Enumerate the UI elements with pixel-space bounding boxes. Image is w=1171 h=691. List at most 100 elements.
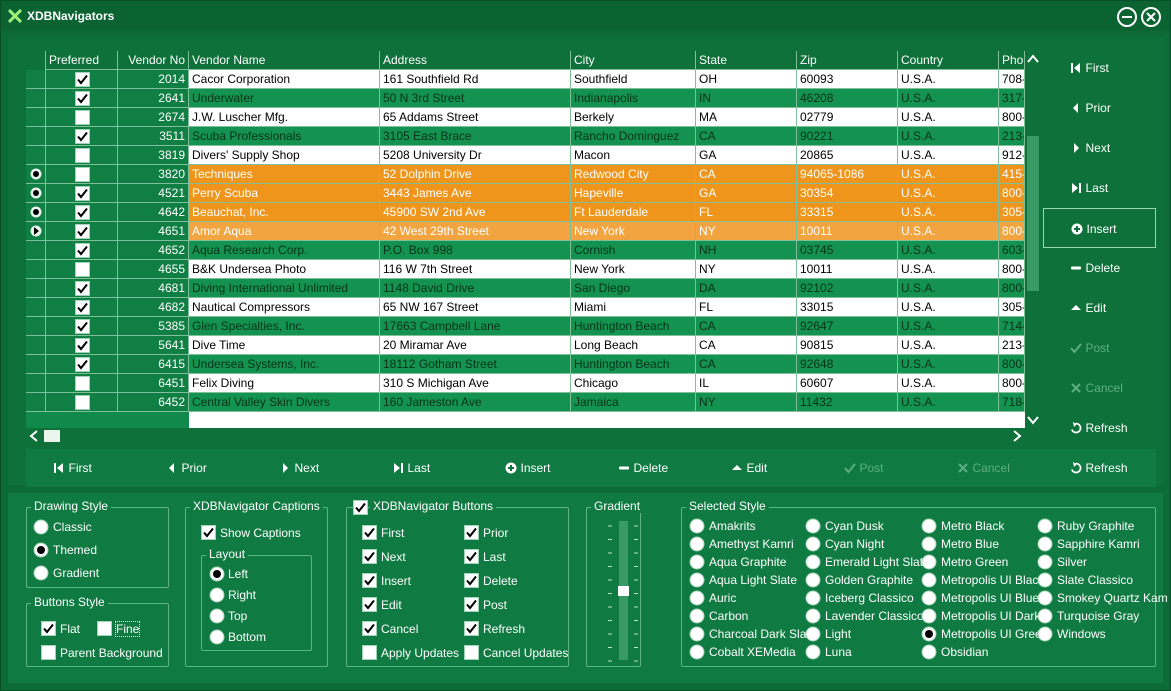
nav-button[interactable]: Edit (1043, 288, 1156, 328)
radio-button[interactable] (689, 608, 705, 624)
radio-button[interactable] (209, 587, 225, 603)
option-label[interactable]: Metropolis UI Black (941, 573, 1045, 587)
option-label[interactable]: Prior (483, 526, 509, 540)
option-label[interactable]: Emerald Light Slate (825, 555, 930, 569)
nav-button[interactable]: Prior (1043, 88, 1156, 128)
radio-button[interactable] (921, 554, 937, 570)
option-label[interactable]: Show Captions (220, 526, 301, 540)
checkbox[interactable] (41, 621, 56, 636)
checkbox[interactable] (75, 395, 90, 410)
nav-button[interactable]: Delete (591, 449, 704, 487)
checkbox[interactable] (75, 338, 90, 353)
option-label[interactable]: Aqua Graphite (709, 555, 787, 569)
checkbox[interactable] (362, 597, 377, 612)
option-label[interactable]: Charcoal Dark Slate (709, 627, 817, 641)
radio-button[interactable] (921, 572, 937, 588)
checkbox[interactable] (201, 525, 216, 540)
option-label[interactable]: Refresh (483, 622, 526, 636)
nav-button[interactable]: Last (1043, 168, 1156, 208)
option-label[interactable]: Light (825, 627, 852, 641)
nav-button[interactable]: Edit (704, 449, 817, 487)
vertical-scrollbar[interactable] (1025, 51, 1041, 428)
radio-button[interactable] (209, 629, 225, 645)
option-label[interactable]: Bottom (228, 630, 267, 644)
nav-button[interactable]: Last (365, 449, 478, 487)
option-label[interactable]: Top (228, 609, 248, 623)
radio-button[interactable] (689, 518, 705, 534)
option-label[interactable]: Amethyst Kamri (709, 537, 794, 551)
checkbox[interactable] (75, 148, 90, 163)
radio-button[interactable] (1037, 590, 1053, 606)
nav-button[interactable]: Delete (1043, 248, 1156, 288)
option-label[interactable]: Metro Blue (941, 537, 1000, 551)
nav-button[interactable]: Next (252, 449, 365, 487)
radio-button[interactable] (805, 644, 821, 660)
option-label[interactable]: Post (483, 598, 508, 612)
option-label[interactable]: Right (228, 588, 257, 602)
option-label[interactable]: Metro Green (941, 555, 1009, 569)
checkbox[interactable] (75, 319, 90, 334)
radio-button[interactable] (33, 542, 49, 558)
radio-button[interactable] (689, 590, 705, 606)
option-label[interactable]: Cyan Night (825, 537, 885, 551)
radio-button[interactable] (689, 626, 705, 642)
option-label[interactable]: Gradient (53, 566, 100, 580)
option-label[interactable]: Cobalt XEMedia (709, 645, 796, 659)
option-label[interactable]: Fine (114, 621, 141, 637)
option-label[interactable]: Cyan Dusk (825, 519, 884, 533)
radio-button[interactable] (921, 626, 937, 642)
checkbox[interactable] (97, 621, 112, 636)
checkbox[interactable] (75, 224, 90, 239)
radio-button[interactable] (1037, 572, 1053, 588)
radio-button[interactable] (689, 572, 705, 588)
checkbox[interactable] (362, 645, 377, 660)
checkbox[interactable] (362, 621, 377, 636)
option-label[interactable]: Metropolis UI Green (941, 627, 1049, 641)
option-label[interactable]: Aqua Light Slate (709, 573, 798, 587)
checkbox[interactable] (75, 129, 90, 144)
radio-button[interactable] (209, 608, 225, 624)
checkbox[interactable] (464, 549, 479, 564)
option-label[interactable]: Parent Background (60, 646, 163, 660)
checkbox[interactable] (464, 597, 479, 612)
radio-button[interactable] (805, 554, 821, 570)
option-label[interactable]: Ruby Graphite (1057, 519, 1135, 533)
radio-button[interactable] (1037, 626, 1053, 642)
option-label[interactable]: Silver (1057, 555, 1088, 569)
option-label[interactable]: Amakrits (709, 519, 756, 533)
radio-button[interactable] (1037, 518, 1053, 534)
option-label[interactable]: Themed (53, 543, 98, 557)
option-label[interactable]: Cancel Updates (483, 646, 569, 660)
radio-button[interactable] (805, 572, 821, 588)
option-label[interactable]: Obsidian (941, 645, 989, 659)
gradient-slider[interactable] (608, 520, 639, 662)
checkbox[interactable] (362, 549, 377, 564)
checkbox[interactable] (464, 621, 479, 636)
option-label[interactable]: Iceberg Classico (825, 591, 914, 605)
nav-button[interactable]: Insert (1043, 208, 1156, 248)
radio-button[interactable] (921, 608, 937, 624)
option-label[interactable]: Edit (381, 598, 402, 612)
option-label[interactable]: Cancel (381, 622, 419, 636)
checkbox[interactable] (75, 281, 90, 296)
option-label[interactable]: Classic (53, 520, 92, 534)
option-label[interactable]: Turquoise Gray (1057, 609, 1140, 623)
checkbox[interactable] (464, 573, 479, 588)
radio-button[interactable] (33, 565, 49, 581)
checkbox[interactable] (75, 376, 90, 391)
radio-button[interactable] (805, 626, 821, 642)
checkbox[interactable] (75, 91, 90, 106)
radio-button[interactable] (1037, 536, 1053, 552)
option-label[interactable]: First (381, 526, 405, 540)
checkbox[interactable] (75, 300, 90, 315)
checkbox[interactable] (41, 645, 56, 660)
nav-button[interactable]: First (26, 449, 139, 487)
checkbox[interactable] (362, 525, 377, 540)
horizontal-scrollbar[interactable] (26, 428, 1025, 444)
option-label[interactable]: Smokey Quartz Kam (1057, 591, 1168, 605)
radio-button[interactable] (209, 566, 225, 582)
option-label[interactable]: Metro Black (941, 519, 1005, 533)
nav-button[interactable]: Refresh (1043, 449, 1156, 487)
nav-button[interactable]: Refresh (1043, 408, 1156, 448)
nav-button[interactable]: Next (1043, 128, 1156, 168)
